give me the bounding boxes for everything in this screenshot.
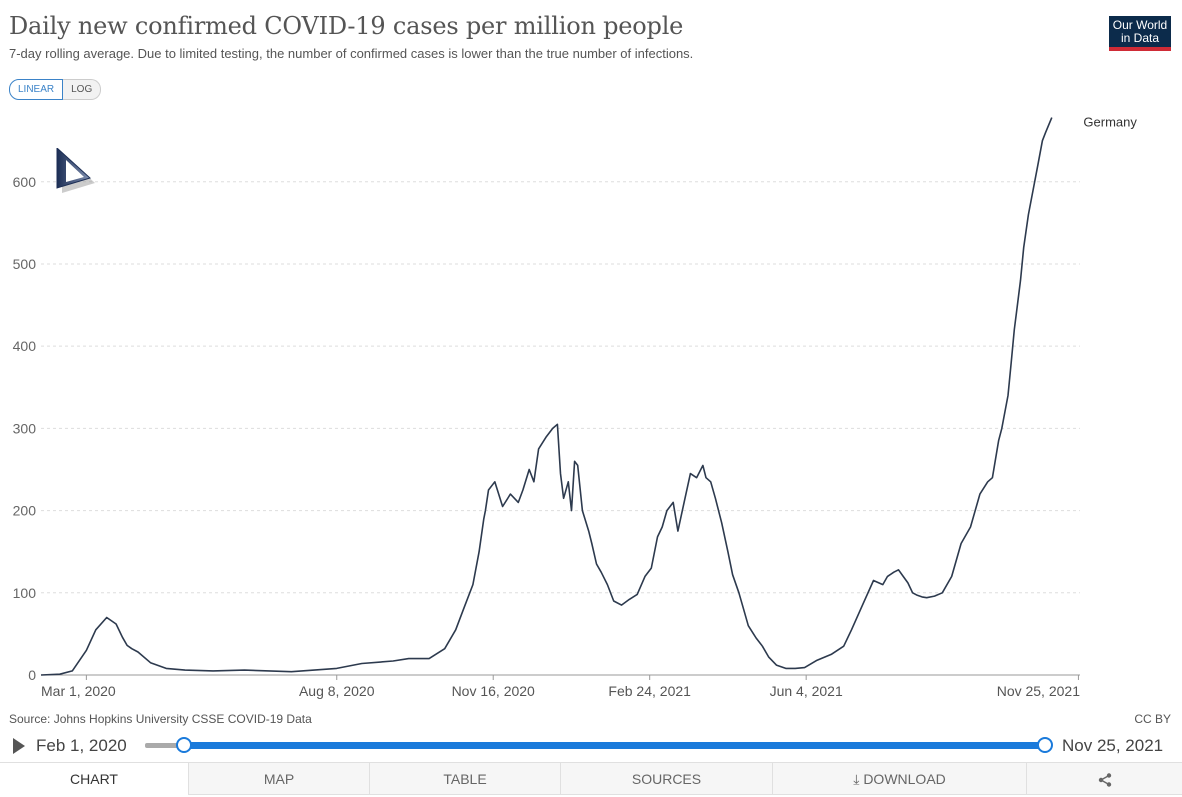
timeline-start-date: Feb 1, 2020 [36, 736, 127, 755]
y-tick-label: 600 [13, 174, 37, 190]
tab-sources[interactable]: SOURCES [560, 763, 772, 795]
timeline: Feb 1, 2020 Nov 25, 2021 [0, 732, 1182, 760]
line-chart[interactable]: 0 100 200 300 400 500 600 Mar 1, 2020 Aug 8, 202… [0, 100, 1182, 710]
mouse-cursor-icon [56, 148, 95, 193]
series-line-germany[interactable] [40, 117, 1053, 676]
tab-bar: CHART MAP TABLE SOURCES ⤓ DOWNLOAD [0, 762, 1182, 795]
logo-line1: Our World [1112, 18, 1168, 32]
timeline-end-handle[interactable] [1037, 737, 1053, 753]
x-tick-label: Feb 24, 2021 [608, 683, 691, 699]
log-scale-button[interactable]: LOG [63, 79, 102, 100]
tab-download-label: DOWNLOAD [863, 771, 946, 787]
x-tick-label: Jun 4, 2021 [770, 683, 843, 699]
tab-share[interactable] [1026, 763, 1182, 795]
y-tick-label: 500 [13, 256, 37, 272]
y-tick-label: 100 [13, 585, 37, 601]
timeline-start-handle[interactable] [176, 737, 192, 753]
timeline-end-date: Nov 25, 2021 [1062, 736, 1164, 755]
x-tick-label: Nov 16, 2020 [452, 683, 535, 699]
tab-map[interactable]: MAP [188, 763, 369, 795]
y-tick-label: 400 [13, 338, 37, 354]
y-tick-label: 200 [13, 503, 37, 519]
y-tick-label: 0 [28, 667, 36, 683]
chart-title: Daily new confirmed COVID-19 cases per m… [9, 12, 684, 40]
share-icon [1098, 773, 1111, 787]
linear-scale-button[interactable]: LINEAR [9, 79, 64, 100]
x-tick-label: Aug 8, 2020 [299, 683, 375, 699]
license-link[interactable]: CC BY [1134, 712, 1171, 726]
timeline-selected-range[interactable] [183, 742, 1045, 749]
x-tick-label: Mar 1, 2020 [41, 683, 116, 699]
owid-logo[interactable]: Our World in Data [1109, 16, 1171, 51]
axes: 0 100 200 300 400 500 600 Mar 1, 2020 Aug 8, 202… [13, 174, 1081, 699]
tab-table[interactable]: TABLE [369, 763, 560, 795]
source-note: Source: Johns Hopkins University CSSE CO… [9, 712, 312, 726]
tab-download[interactable]: ⤓ DOWNLOAD [772, 763, 1026, 795]
scale-toggle: LINEAR LOG [9, 79, 102, 100]
logo-line2: in Data [1120, 31, 1160, 45]
series-label-germany[interactable]: Germany [1083, 115, 1137, 130]
grid-lines [41, 181, 1080, 594]
tab-chart[interactable]: CHART [0, 763, 188, 795]
download-icon: ⤓ [853, 771, 860, 787]
x-tick-label: Nov 25, 2021 [997, 683, 1080, 699]
chart-subtitle: 7-day rolling average. Due to limited te… [9, 46, 694, 61]
timeline-track[interactable] [145, 743, 185, 748]
y-tick-label: 300 [13, 420, 37, 436]
play-icon[interactable] [13, 738, 25, 754]
